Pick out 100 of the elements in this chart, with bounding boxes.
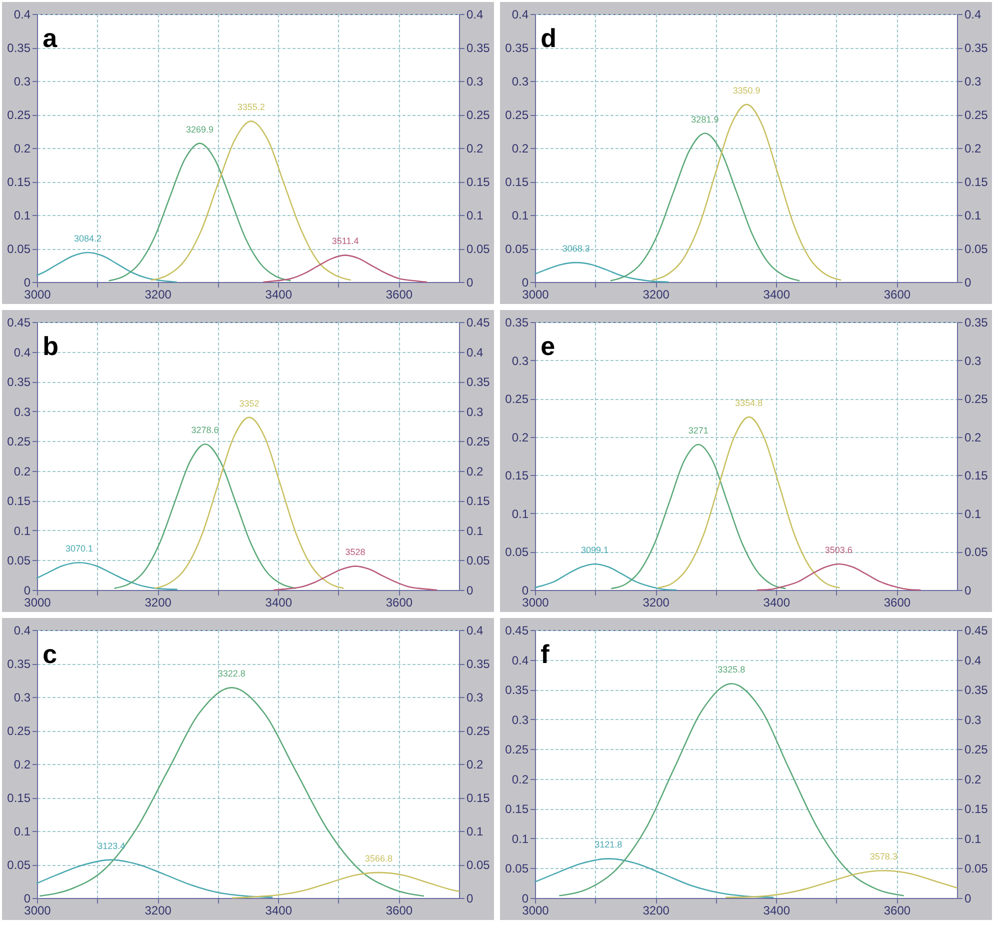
y2-tick-label: 0.35 xyxy=(466,657,490,671)
y2-tick-label: 0.25 xyxy=(964,392,988,406)
y-tick-label: 0.2 xyxy=(14,464,31,478)
line-series xyxy=(534,858,774,898)
y2-tick-label: 0 xyxy=(466,584,474,598)
x-tick-label: 3000 xyxy=(24,904,52,918)
chart-title: a xyxy=(42,23,58,53)
y2-tick-label: 0.4 xyxy=(466,624,484,638)
y-tick-label: 0.4 xyxy=(512,653,529,668)
line-series xyxy=(232,872,460,899)
y2-tick-label: 0.3 xyxy=(964,712,982,727)
y-tick-label: 0.25 xyxy=(7,108,31,122)
chart-title: e xyxy=(540,331,556,361)
y2-tick-label: 0.3 xyxy=(466,404,484,419)
y-tick-label: 0.25 xyxy=(505,392,529,406)
y-tick-label: 0.05 xyxy=(505,242,529,256)
y2-tick-label: 0.2 xyxy=(466,142,484,156)
y2-tick-label: 0.2 xyxy=(466,464,484,478)
y2-tick-label: 0.3 xyxy=(466,74,484,88)
x-tick-label: 3400 xyxy=(265,288,292,302)
y2-tick-label: 0.15 xyxy=(466,175,490,189)
line-series xyxy=(756,563,921,591)
y2-tick-label: 0 xyxy=(964,892,972,906)
y2-tick-label: 0.2 xyxy=(466,758,484,772)
line-series xyxy=(36,859,273,898)
annotation: 3099.1 xyxy=(580,544,609,555)
x-tick-label: 3600 xyxy=(884,904,911,918)
y-tick-label: 0.3 xyxy=(512,74,529,88)
x-tick-label: 3400 xyxy=(763,904,790,918)
annotation: 3121.8 xyxy=(594,840,622,850)
y2-tick-label: 0.3 xyxy=(466,690,484,704)
y-tick-label: 0.05 xyxy=(7,858,31,872)
y-tick-label: 0.3 xyxy=(14,690,31,704)
annotation: 3578.3 xyxy=(870,852,898,862)
annotation: 3084.2 xyxy=(74,234,102,244)
y2-tick-label: 0.15 xyxy=(466,791,490,805)
x-tick-label: 3600 xyxy=(386,904,413,918)
y-tick-label: 0.1 xyxy=(512,208,529,222)
line-series xyxy=(114,443,296,589)
line-series xyxy=(39,686,424,897)
y2-tick-label: 0.05 xyxy=(964,862,988,876)
annotation: 3278.6 xyxy=(191,425,219,436)
line-series xyxy=(610,132,800,282)
y2-tick-label: 0.25 xyxy=(466,724,490,738)
y-tick-label: 0.35 xyxy=(7,657,31,671)
x-tick-label: 3200 xyxy=(144,288,172,302)
y2-tick-label: 0.25 xyxy=(964,108,988,122)
y-tick-label: 0.15 xyxy=(7,494,31,508)
y2-tick-label: 0.45 xyxy=(964,624,988,638)
annotation: 3355.2 xyxy=(237,102,265,112)
line-series xyxy=(154,416,344,589)
y2-tick-label: 0.4 xyxy=(964,653,982,668)
y-tick-label: 0.35 xyxy=(505,683,529,698)
chart-title: c xyxy=(42,639,58,669)
y-tick-label: 0.2 xyxy=(512,430,529,444)
y-tick-label: 0.3 xyxy=(512,712,529,727)
line-series xyxy=(534,262,669,283)
y2-tick-label: 0.2 xyxy=(964,142,982,156)
y-tick-label: 0.2 xyxy=(512,142,529,156)
y2-tick-label: 0.4 xyxy=(466,8,484,22)
y2-tick-label: 0.15 xyxy=(964,802,988,816)
y2-tick-label: 0.35 xyxy=(964,316,988,330)
y-tick-label: 0.1 xyxy=(14,824,31,838)
y-tick-label: 0.4 xyxy=(14,345,31,360)
annotation: 3123.4 xyxy=(98,840,126,851)
y2-tick-label: 0 xyxy=(964,584,972,598)
line-series xyxy=(263,254,428,283)
y2-tick-label: 0.2 xyxy=(964,772,982,786)
annotation: 3281.9 xyxy=(691,114,719,124)
y2-tick-label: 0.25 xyxy=(964,742,988,757)
y2-tick-label: 0 xyxy=(964,276,972,290)
y-tick-label: 0.4 xyxy=(14,624,31,638)
line-series xyxy=(108,142,291,282)
y2-tick-label: 0.35 xyxy=(466,41,490,55)
y-tick-label: 0 xyxy=(24,584,31,598)
line-series xyxy=(652,104,842,281)
y-tick-label: 0.35 xyxy=(7,41,31,55)
x-tick-label: 3600 xyxy=(386,596,413,610)
y-tick-label: 0.25 xyxy=(7,724,31,738)
y2-tick-label: 0.3 xyxy=(964,74,982,88)
y-tick-label: 0.05 xyxy=(505,862,529,876)
y-tick-label: 0 xyxy=(522,892,529,906)
y2-tick-label: 0 xyxy=(466,276,474,290)
y2-tick-label: 0.25 xyxy=(466,108,490,122)
x-tick-label: 3400 xyxy=(763,288,790,302)
y-tick-label: 0.3 xyxy=(14,404,31,419)
y2-tick-label: 0.35 xyxy=(964,41,988,55)
y2-tick-label: 0.4 xyxy=(964,8,982,22)
x-tick-label: 3400 xyxy=(265,904,292,918)
y-tick-label: 0.3 xyxy=(512,354,529,368)
y-tick-label: 0.2 xyxy=(512,772,529,786)
y-tick-label: 0 xyxy=(522,584,529,598)
y2-tick-label: 0.1 xyxy=(964,832,982,846)
y2-tick-label: 0.2 xyxy=(964,430,982,444)
y-tick-label: 0.2 xyxy=(14,758,31,772)
annotation: 3325.8 xyxy=(718,664,746,675)
y2-tick-label: 0.1 xyxy=(964,208,982,222)
y-tick-label: 0.05 xyxy=(7,554,31,568)
y-tick-label: 0.45 xyxy=(505,624,529,638)
annotation: 3511.4 xyxy=(332,236,359,246)
